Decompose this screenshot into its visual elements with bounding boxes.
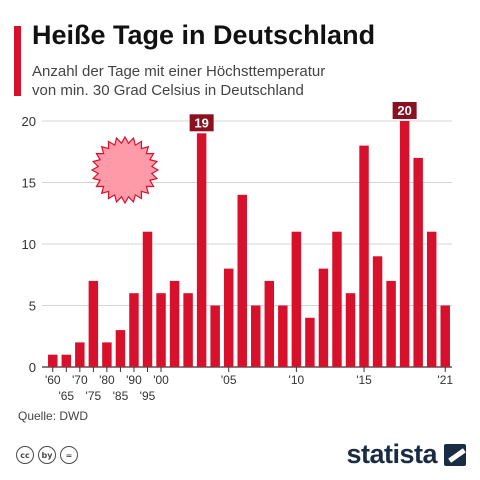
x-tick-label: '60 — [45, 373, 61, 387]
license-icons: cc by = — [16, 446, 78, 464]
subtitle-line-2: von min. 30 Grad Celsius in Deutschland — [32, 82, 304, 99]
bar-1975 — [88, 280, 99, 367]
bar-2019 — [413, 157, 423, 367]
statista-logo[interactable]: statista — [346, 439, 466, 470]
no-derivatives-icon[interactable]: = — [60, 446, 78, 464]
x-tick-label: '65 — [58, 389, 74, 403]
statista-wordmark: statista — [346, 439, 437, 469]
bar-1970 — [75, 342, 85, 367]
bar-2002 — [183, 293, 193, 367]
y-tick-label: 10 — [22, 237, 36, 252]
bar-2016 — [372, 256, 383, 367]
highlight-label-box — [392, 102, 417, 119]
accent-bar — [14, 26, 21, 96]
highlight-label-box — [189, 114, 214, 132]
bar-1960 — [48, 354, 58, 367]
x-tick-label: '05 — [221, 373, 237, 387]
bar-2011 — [305, 317, 315, 367]
y-tick-label: 0 — [29, 360, 36, 375]
bar-2013 — [332, 231, 342, 367]
bar-2000 — [156, 293, 166, 367]
bar-2006 — [237, 194, 247, 367]
x-tick-label: '95 — [140, 389, 156, 403]
bar-1990 — [129, 293, 139, 367]
bar-chart: 0 5 10 15 20 '60 '65 '70 '75 '80 '85 '90 '95 '00 '05 '… — [22, 102, 453, 403]
bar-2020 — [426, 231, 437, 367]
highlight-value-label: 19 — [194, 115, 208, 130]
x-tick-label: '80 — [99, 373, 115, 387]
y-tick-label: 20 — [22, 114, 36, 129]
chart-subtitle: Anzahl der Tage mit einer Höchsttemperat… — [32, 62, 325, 100]
bar-2010 — [291, 231, 302, 367]
bar-2004 — [210, 305, 220, 367]
sun-icon — [90, 135, 160, 205]
x-tick-label: '00 — [153, 373, 169, 387]
statista-logo-icon — [444, 443, 466, 466]
x-tick-label: '10 — [289, 373, 305, 387]
bar-2001 — [169, 280, 180, 367]
bar-2005 — [223, 268, 234, 367]
bar-1995 — [142, 231, 153, 367]
bar-2003 — [196, 133, 207, 367]
x-tick-label: '15 — [356, 373, 372, 387]
bar-1980 — [102, 342, 112, 367]
subtitle-line-1: Anzahl der Tage mit einer Höchsttemperat… — [32, 63, 326, 80]
x-tick-label: '85 — [113, 389, 129, 403]
chart-title: Heiße Tage in Deutschland — [32, 20, 376, 50]
by-attribution-icon[interactable]: by — [38, 446, 56, 464]
bar-2017 — [386, 280, 396, 367]
bar-1965 — [61, 354, 72, 367]
x-tick-label: '21 — [437, 373, 453, 387]
x-tick-label: '90 — [126, 373, 142, 387]
highlight-value-label: 20 — [397, 103, 411, 118]
y-tick-label: 5 — [29, 299, 36, 314]
bar-2018 — [399, 121, 410, 367]
y-tick-label: 15 — [22, 176, 36, 191]
bar-2021 — [440, 305, 450, 367]
bar-2015 — [359, 145, 369, 367]
bar-1985 — [115, 330, 126, 367]
x-tick-label: '70 — [72, 373, 88, 387]
bar-2008 — [264, 280, 275, 367]
bar-2012 — [318, 268, 329, 367]
bar-2009 — [278, 305, 288, 367]
bar-2014 — [345, 293, 356, 367]
source-note: Quelle: DWD — [18, 409, 89, 423]
cc-icon[interactable]: cc — [16, 446, 34, 464]
x-tick-label: '75 — [86, 389, 102, 403]
bar-2007 — [251, 305, 261, 367]
